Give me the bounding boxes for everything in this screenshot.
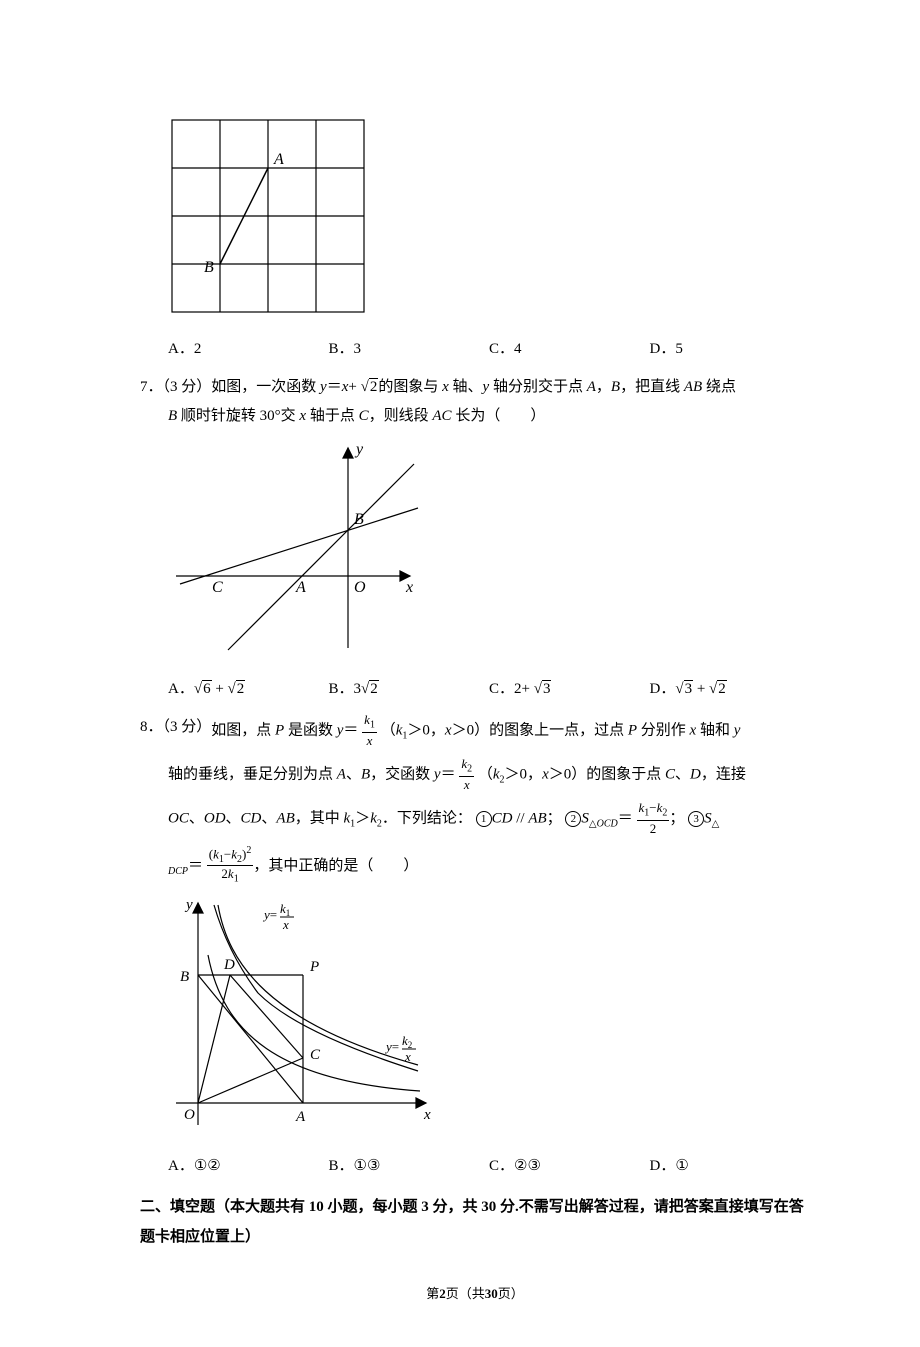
q7-opt-b[interactable]: B．32	[329, 675, 490, 704]
svg-text:O: O	[184, 1107, 195, 1123]
q8-line2: 轴的垂线，垂足分别为点 A、B，交函数 y＝ k2x （k2＞0，x＞0）的图象…	[168, 757, 810, 793]
q7-line1: 7．（3 分） 如图，一次函数 y＝x+ 2的图象与 x 轴、y 轴分别交于点 …	[140, 373, 810, 402]
q6-opt-d[interactable]: D．5	[650, 335, 811, 364]
q7-options: A．6 + 2 B．32 C．2+ 3 D．3 + 2	[168, 675, 810, 704]
svg-text:C: C	[310, 1047, 321, 1063]
svg-text:x: x	[404, 1049, 411, 1064]
q7-number: 7．（3 分）	[140, 373, 211, 402]
q8-line3: OC、OD、CD、AB，其中 k1＞k2．下列结论： 1CD // AB； 2S…	[168, 801, 810, 837]
q6-opt-b[interactable]: B．3	[329, 335, 490, 364]
q6-opt-c[interactable]: C．4	[489, 335, 650, 364]
svg-text:x: x	[282, 917, 289, 932]
svg-text:A: A	[273, 151, 284, 168]
q7-figure: y x O B A C	[168, 436, 810, 667]
svg-text:k1: k1	[280, 901, 290, 918]
q8-figure: y x O P A B C D y= k1 x y= k2 x	[168, 893, 810, 1144]
q7-line2: B 顺时针旋转 30°交 x 轴于点 C，则线段 AC 长为（ ）	[168, 402, 810, 431]
svg-text:C: C	[212, 579, 223, 596]
svg-text:A: A	[295, 1109, 306, 1125]
q8-opt-d[interactable]: D．①	[650, 1152, 811, 1181]
svg-text:k2: k2	[402, 1033, 412, 1050]
q8-opt-a[interactable]: A．①②	[168, 1152, 329, 1181]
svg-text:x: x	[405, 579, 413, 596]
page-footer: 第2页（共30页）	[140, 1282, 810, 1307]
svg-text:A: A	[295, 579, 306, 596]
q6-opt-a[interactable]: A．2	[168, 335, 329, 364]
svg-text:B: B	[204, 259, 214, 276]
svg-text:y=: y=	[262, 907, 277, 922]
q8-line1: 8．（3 分） 如图，点 P 是函数 y＝ k1x （k1＞0，x＞0）的图象上…	[140, 713, 810, 749]
q7-opt-d[interactable]: D．3 + 2	[650, 675, 811, 704]
svg-text:D: D	[223, 957, 235, 973]
svg-text:y=: y=	[384, 1039, 399, 1054]
svg-text:y: y	[354, 441, 364, 458]
q8-line4: DCP＝ (k1−k2)22k1，其中正确的是（ ）	[168, 846, 810, 888]
svg-text:O: O	[354, 579, 366, 596]
svg-text:B: B	[180, 969, 189, 985]
q8-options: A．①② B．①③ C．②③ D．①	[168, 1152, 810, 1181]
section-2-title: 二、填空题（本大题共有 10 小题，每小题 3 分，共 30 分.不需写出解答过…	[140, 1192, 810, 1252]
svg-text:B: B	[354, 511, 364, 528]
q6-grid-figure: A B	[168, 116, 810, 327]
q7-opt-c[interactable]: C．2+ 3	[489, 675, 650, 704]
svg-text:P: P	[309, 959, 319, 975]
svg-text:x: x	[423, 1107, 431, 1123]
svg-text:y: y	[184, 897, 193, 913]
q8-opt-b[interactable]: B．①③	[329, 1152, 490, 1181]
q6-options: A．2 B．3 C．4 D．5	[168, 335, 810, 364]
q8-number: 8．（3 分）	[140, 713, 211, 742]
q8-opt-c[interactable]: C．②③	[489, 1152, 650, 1181]
q7-opt-a[interactable]: A．6 + 2	[168, 675, 329, 704]
